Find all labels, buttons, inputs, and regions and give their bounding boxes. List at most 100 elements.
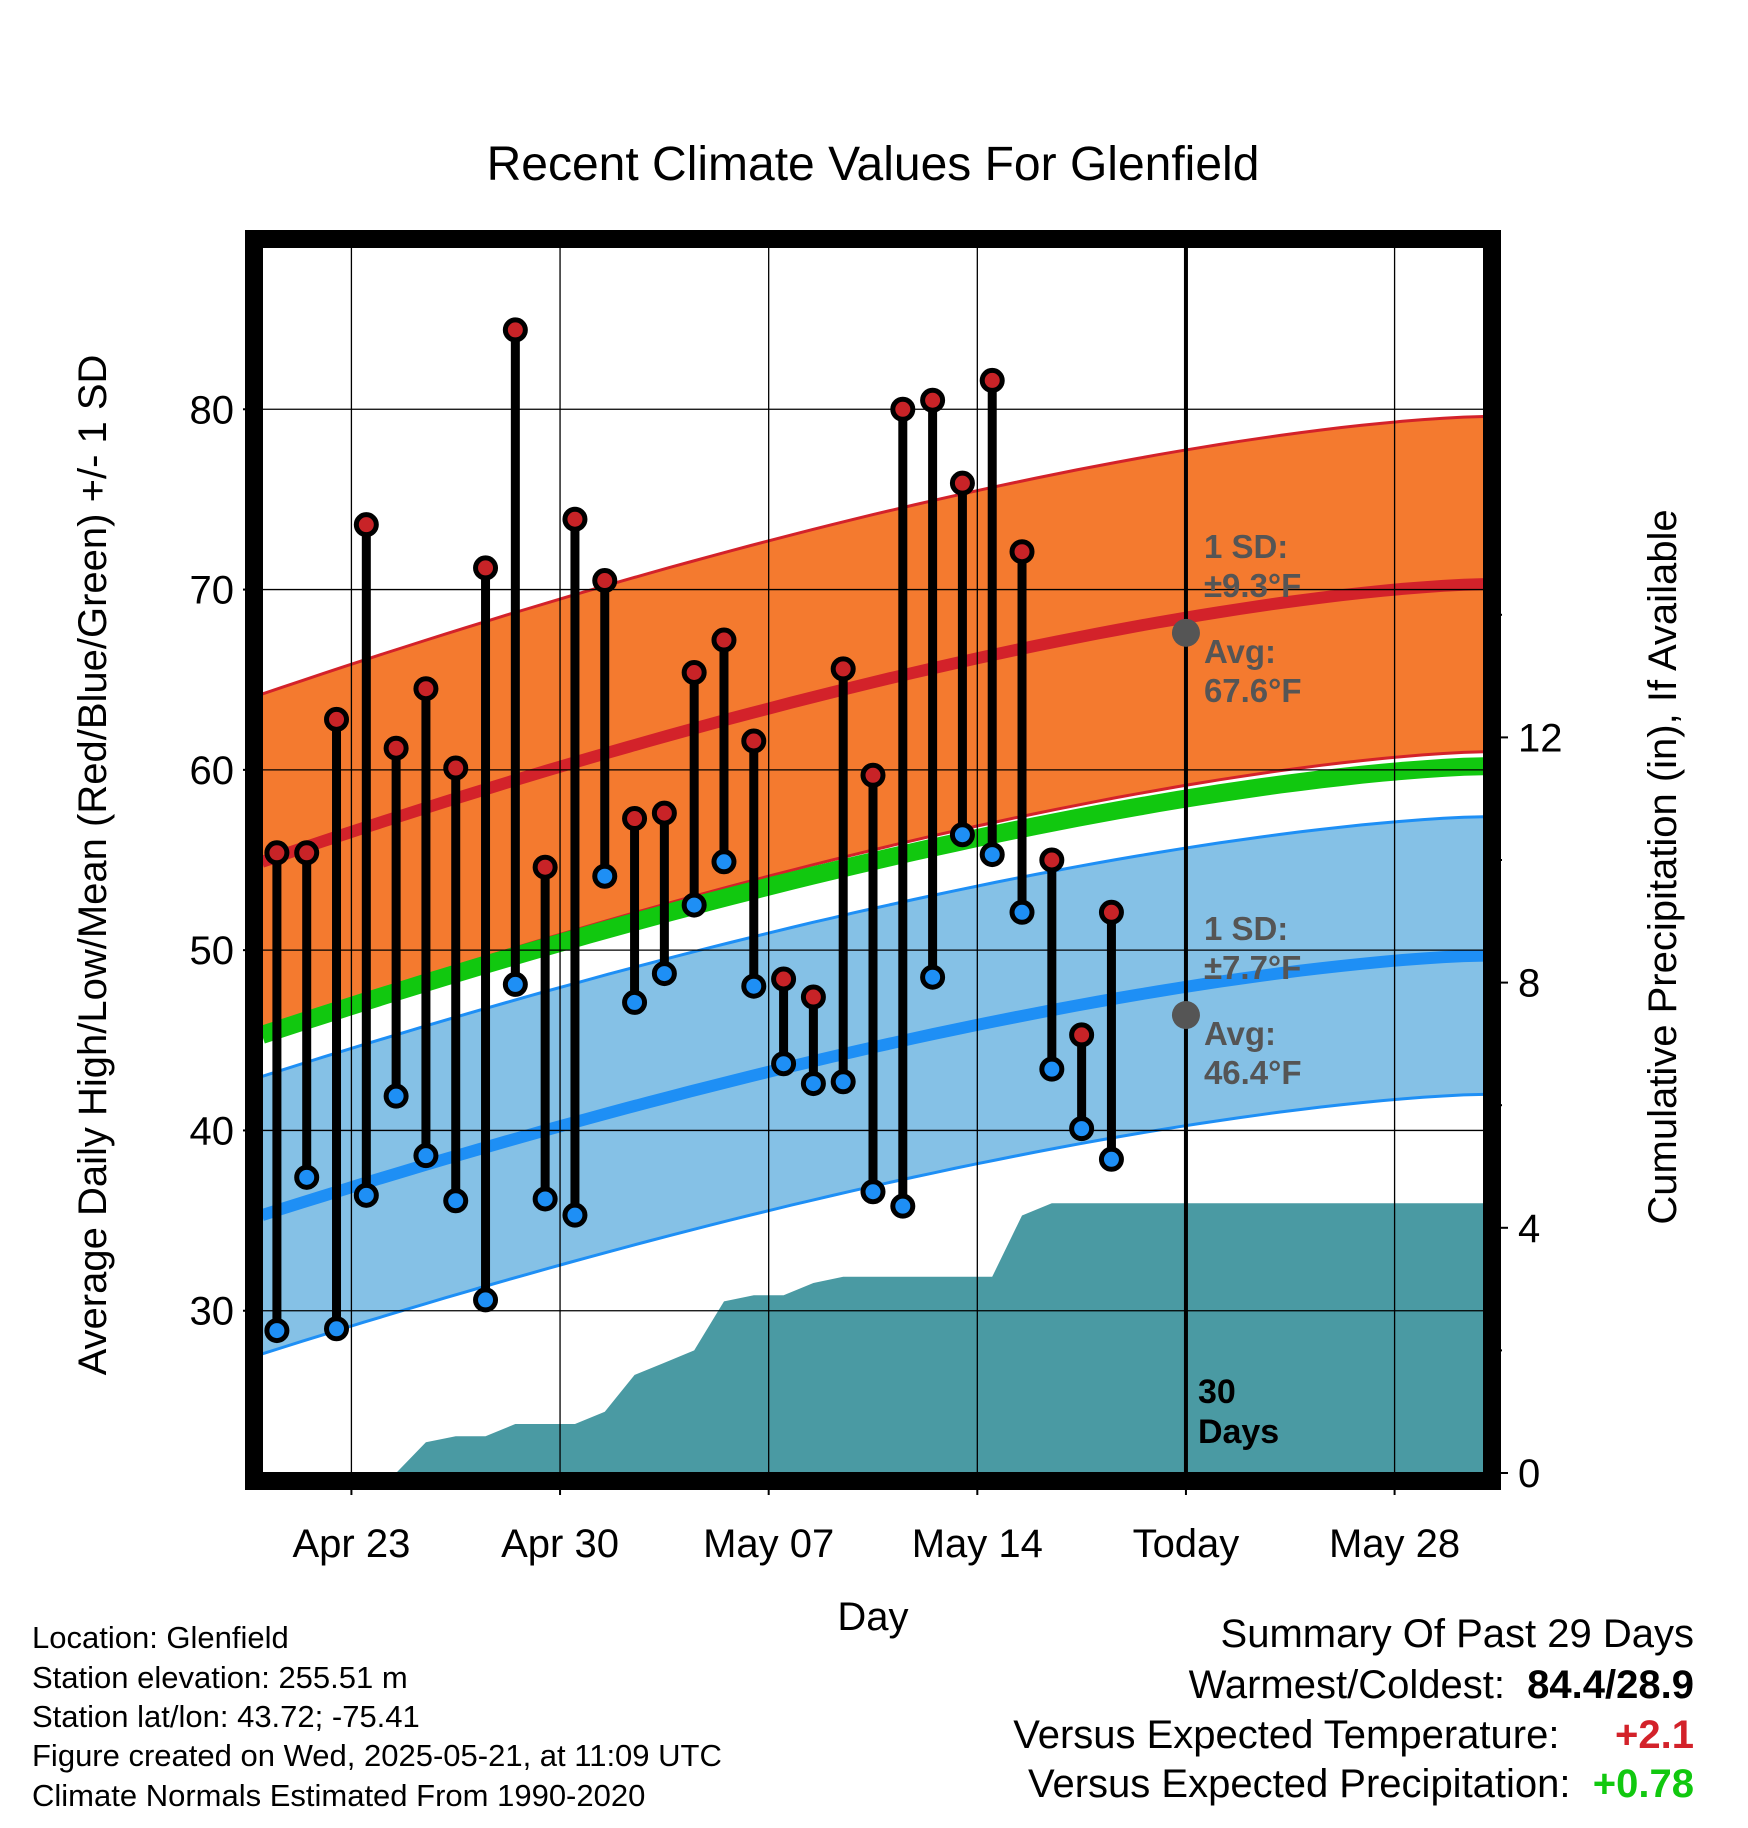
y-right-tick-label: 4 [1518, 1207, 1540, 1251]
info-created: Figure created on Wed, 2025-05-21, at 11… [32, 1738, 722, 1773]
x-tick-label: Apr 30 [501, 1522, 619, 1566]
x-tick-label: May 14 [912, 1522, 1043, 1566]
daily-low-point [502, 971, 528, 997]
daily-low-point [1009, 899, 1035, 925]
daily-high-point [1069, 1022, 1095, 1048]
summary-title: Summary Of Past 29 Days [1220, 1612, 1694, 1656]
daily-high-point [532, 854, 558, 880]
summary-warm-cold-value: 84.4/28.9 [1527, 1663, 1694, 1707]
high-sd-label: 1 SD: [1204, 528, 1288, 565]
daily-low-point [592, 863, 618, 889]
daily-high-point [920, 387, 946, 413]
daily-high-point [800, 984, 826, 1010]
daily-high-point [860, 762, 886, 788]
daily-high-point [413, 676, 439, 702]
daily-low-point [294, 1164, 320, 1190]
daily-high-point [651, 800, 677, 826]
x-tick-label: Apr 23 [292, 1522, 410, 1566]
daily-high-point [711, 627, 737, 653]
low-avg-label: Avg: [1204, 1015, 1276, 1052]
daily-high-point [1098, 899, 1124, 925]
summary-precip-label: Versus Expected Precipitation: [1028, 1762, 1571, 1806]
info-location: Location: Glenfield [32, 1620, 289, 1655]
daily-low-point [383, 1083, 409, 1109]
daily-high-point [622, 806, 648, 832]
high-avg-label: Avg: [1204, 633, 1276, 670]
daily-low-point [920, 964, 946, 990]
y-left-tick-label: 50 [190, 929, 235, 973]
daily-low-point [979, 842, 1005, 868]
info-elevation: Station elevation: 255.51 m [32, 1660, 408, 1695]
daily-high-point [502, 317, 528, 343]
high-avg-value: 67.6°F [1204, 672, 1302, 709]
summary-temp-value: +2.1 [1615, 1713, 1694, 1757]
daily-low-point [651, 961, 677, 987]
y-left-tick-label: 40 [190, 1109, 235, 1153]
daily-low-point [473, 1287, 499, 1313]
daily-high-point [294, 840, 320, 866]
daily-high-point [562, 506, 588, 532]
high-band-upper-edge [262, 415, 1484, 696]
daily-low-point [741, 973, 767, 999]
x-tick-label: Today [1133, 1522, 1240, 1566]
chart-title: Recent Climate Values For Glenfield [487, 138, 1260, 191]
daily-low-point [264, 1318, 290, 1344]
precip-area [276, 1203, 1484, 1473]
daily-high-point [1039, 847, 1065, 873]
daily-low-point [1039, 1056, 1065, 1082]
daily-low-point [1098, 1146, 1124, 1172]
daily-low-point [830, 1069, 856, 1095]
y-left-tick-label: 80 [190, 388, 235, 432]
high-sd-band [262, 416, 1484, 1030]
daily-high-point [741, 728, 767, 754]
daily-low-point [1069, 1116, 1095, 1142]
summary-precip: Versus Expected Precipitation: +0.78 [1028, 1762, 1694, 1807]
y-right-tick-label: 12 [1518, 716, 1563, 760]
summary-warm-cold: Warmest/Coldest: 84.4/28.9 [1189, 1663, 1694, 1708]
daily-low-point [532, 1186, 558, 1212]
daily-low-point [890, 1193, 916, 1219]
daily-high-point [681, 659, 707, 685]
low-sd-label: 1 SD: [1204, 910, 1288, 947]
x-axis-label: Day [837, 1595, 908, 1639]
info-latlon: Station lat/lon: 43.72; -75.41 [32, 1699, 420, 1734]
summary-temp: Versus Expected Temperature: +2.1 [1013, 1713, 1694, 1758]
y-right-tick-label: 8 [1518, 962, 1540, 1006]
daily-low-point [324, 1316, 350, 1342]
days-word-label: Days [1198, 1413, 1279, 1451]
days-count-label: 30 [1198, 1373, 1236, 1411]
normal-high-line [262, 578, 1484, 868]
daily-low-point [949, 822, 975, 848]
daily-high-point [1009, 539, 1035, 565]
daily-low-point [681, 892, 707, 918]
daily-low-point [622, 989, 648, 1015]
daily-high-point [383, 735, 409, 761]
summary-temp-label: Versus Expected Temperature: [1013, 1713, 1560, 1757]
daily-high-point [771, 966, 797, 992]
y-right-axis-label: Cumulative Precipitation (in), If Availa… [1641, 509, 1685, 1224]
low-sd-value: ±7.7°F [1204, 949, 1301, 986]
x-tick-label: May 07 [703, 1522, 834, 1566]
daily-high-point [324, 706, 350, 732]
daily-high-point [890, 396, 916, 422]
y-left-axis-label: Average Daily High/Low/Mean (Red/Blue/Gr… [71, 355, 115, 1376]
daily-high-point [949, 470, 975, 496]
daily-low-point [771, 1051, 797, 1077]
daily-high-point [592, 568, 618, 594]
low-avg-value: 46.4°F [1204, 1054, 1302, 1091]
y-left-tick-label: 70 [190, 569, 235, 613]
info-normals: Climate Normals Estimated From 1990-2020 [32, 1778, 646, 1813]
daily-high-point [353, 512, 379, 538]
y-left-tick-label: 30 [190, 1290, 235, 1334]
daily-low-point [413, 1143, 439, 1169]
daily-low-point [353, 1182, 379, 1208]
daily-low-point [443, 1188, 469, 1214]
y-right-tick-label: 0 [1518, 1452, 1540, 1496]
daily-low-point [562, 1202, 588, 1228]
summary-precip-value: +0.78 [1592, 1762, 1694, 1806]
daily-high-point [979, 367, 1005, 393]
daily-low-point [711, 849, 737, 875]
today-high-avg-marker [1171, 618, 1200, 647]
daily-low-point [800, 1071, 826, 1097]
